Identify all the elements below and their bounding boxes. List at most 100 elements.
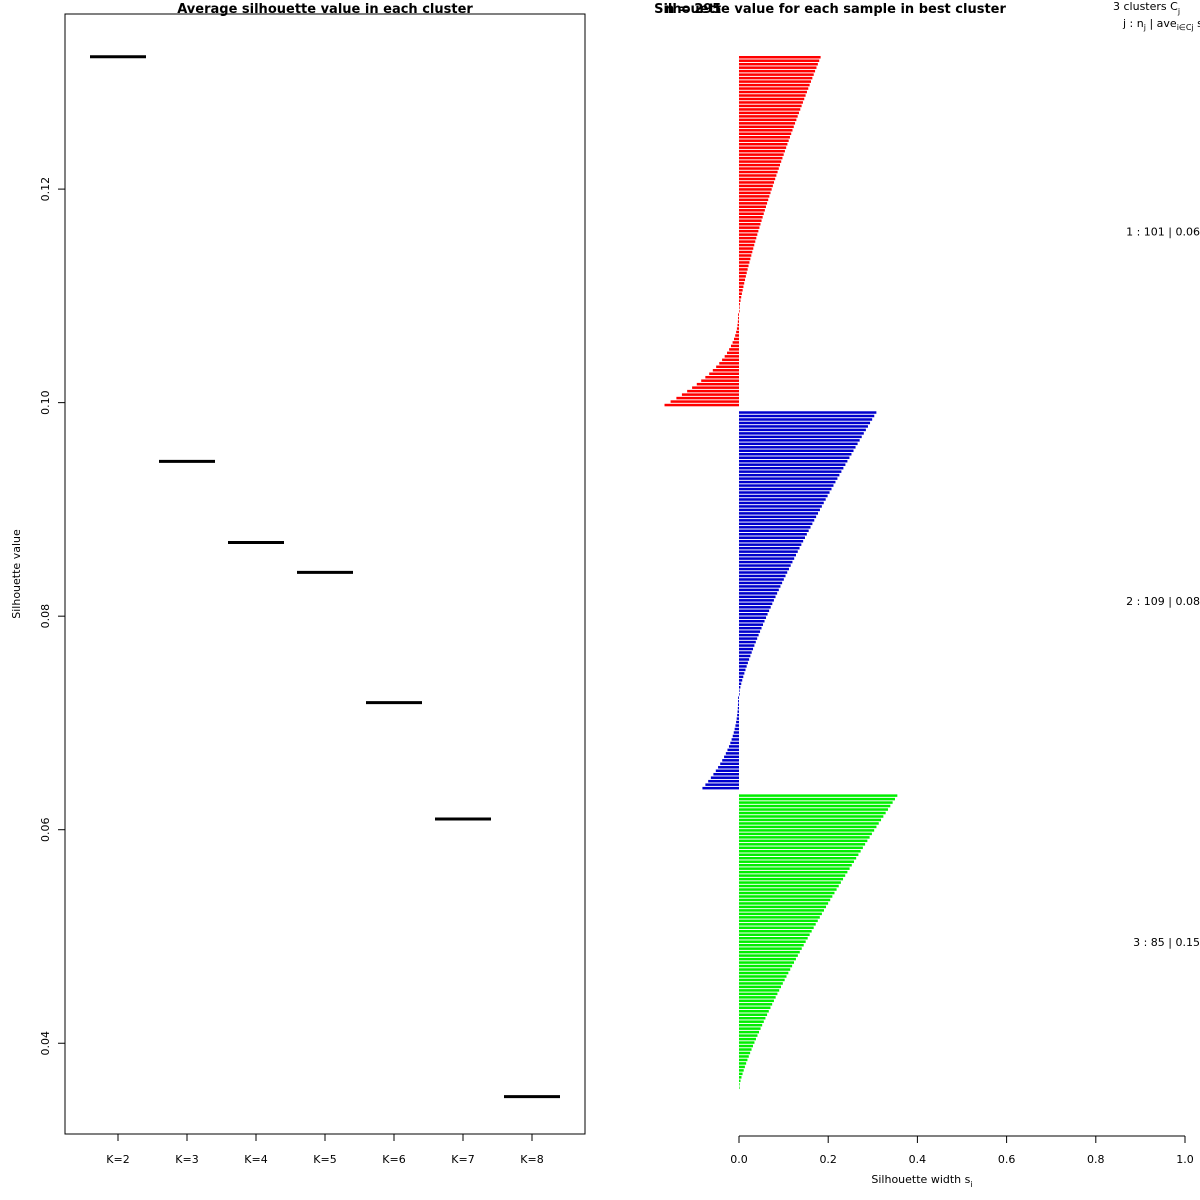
silhouette-bar — [739, 644, 755, 647]
silhouette-bar — [702, 786, 739, 790]
silhouette-bar — [739, 254, 752, 257]
silhouette-bar — [739, 446, 856, 449]
silhouette-bar — [739, 661, 748, 665]
silhouette-bar — [739, 1058, 748, 1062]
left-y-tick-label: 0.08 — [39, 604, 52, 629]
silhouette-bar — [725, 752, 739, 755]
silhouette-bar — [732, 734, 739, 738]
silhouette-bar — [676, 396, 739, 400]
silhouette-bar — [739, 884, 839, 888]
silhouette-bar — [739, 264, 749, 268]
silhouette-bar — [739, 964, 793, 968]
silhouette-bar — [722, 358, 739, 362]
silhouette-bar — [737, 323, 739, 327]
silhouette-bar — [739, 1079, 741, 1083]
left-y-tick-label: 0.10 — [39, 390, 52, 415]
silhouette-bar — [739, 658, 750, 661]
silhouette-bar — [739, 1003, 773, 1006]
silhouette-bar — [739, 508, 820, 512]
silhouette-bar — [736, 717, 739, 720]
silhouette-bar — [739, 651, 752, 654]
silhouette-bar — [739, 449, 854, 453]
silhouette-bar — [739, 526, 811, 529]
silhouette-bar — [739, 428, 866, 432]
silhouette-bar — [739, 1041, 755, 1044]
right-chart-title: Silhouette value for each sample in best… — [654, 2, 1006, 17]
silhouette-bar — [664, 403, 739, 407]
silhouette-bar — [739, 832, 872, 836]
left-x-tick-label: K=7 — [451, 1153, 474, 1166]
silhouette-bar — [739, 550, 798, 553]
silhouette-bar — [739, 295, 742, 299]
silhouette-bar — [738, 696, 739, 699]
silhouette-bar — [739, 233, 758, 236]
silhouette-bar — [739, 453, 852, 456]
left-plot-frame — [64, 13, 586, 1135]
silhouette-bar — [739, 209, 765, 212]
silhouette-bar — [739, 616, 767, 619]
silhouette-bar — [739, 619, 765, 623]
silhouette-bar — [739, 825, 877, 829]
silhouette-bar — [739, 895, 833, 898]
silhouette-bar — [739, 794, 898, 797]
silhouette-bar — [739, 271, 747, 275]
silhouette-bar — [739, 801, 893, 804]
silhouette-bar — [739, 181, 775, 184]
silhouette-bar — [739, 612, 768, 616]
silhouette-bar — [739, 860, 854, 863]
left-panel: Average silhouette value in each cluster… — [10, 2, 586, 1166]
silhouette-bar — [739, 822, 879, 825]
silhouette-bar — [739, 543, 802, 546]
legend-header: 3 clusters Cj j : nj | avei∈Cj s — [1113, 0, 1200, 32]
silhouette-bar — [739, 637, 758, 640]
silhouette-bar — [739, 856, 857, 860]
silhouette-bar — [739, 968, 791, 971]
silhouette-bar — [739, 156, 783, 160]
left-chart-title: Average silhouette value in each cluster — [177, 2, 473, 17]
silhouette-bar — [716, 365, 739, 369]
silhouette-bar — [739, 129, 793, 132]
silhouette-bar — [736, 327, 739, 330]
right-silhouette-bars — [664, 56, 898, 1090]
silhouette-bar — [739, 198, 769, 202]
silhouette-bar — [739, 1023, 763, 1027]
silhouette-bar — [739, 815, 884, 818]
silhouette-bar — [739, 686, 741, 689]
silhouette-bar — [737, 703, 739, 706]
silhouette-bar — [739, 87, 809, 90]
right-x-axis: 0.0 0.2 0.4 0.6 0.8 1.0 — [730, 1135, 1194, 1166]
silhouette-bar — [739, 839, 868, 843]
silhouette-bar — [739, 282, 745, 285]
silhouette-bar — [739, 142, 788, 146]
silhouette-bar — [739, 275, 746, 278]
silhouette-bar — [739, 470, 842, 473]
silhouette-bar — [739, 1034, 758, 1037]
silhouette-bar — [739, 930, 812, 933]
silhouette-bar — [739, 692, 740, 696]
silhouette-bar — [737, 710, 739, 713]
silhouette-bar — [739, 689, 740, 693]
silhouette-bar — [739, 247, 754, 250]
silhouette-bar — [739, 219, 762, 222]
silhouette-bar — [696, 382, 739, 386]
right-x-tick-label: 0.2 — [819, 1153, 837, 1166]
silhouette-bar — [701, 379, 739, 382]
silhouette-bar — [727, 748, 739, 752]
silhouette-bar — [739, 853, 859, 857]
silhouette-bar — [739, 633, 759, 637]
silhouette-bar — [739, 1086, 740, 1090]
silhouette-bar — [739, 421, 871, 425]
silhouette-bar — [687, 389, 739, 393]
cluster-label: 3 : 85 | 0.15 — [1133, 936, 1200, 949]
silhouette-bar — [739, 229, 759, 233]
silhouette-bar — [739, 153, 784, 156]
silhouette-bar — [739, 936, 808, 940]
silhouette-bar — [736, 720, 739, 724]
silhouette-bar — [738, 316, 739, 320]
silhouette-bar — [737, 713, 739, 717]
silhouette-bar — [739, 947, 802, 950]
silhouette-bar — [739, 477, 838, 480]
silhouette-bar — [739, 309, 740, 313]
legend-header-line2: j : nj | avei∈Cj s — [1122, 17, 1200, 32]
silhouette-bar — [739, 818, 882, 822]
